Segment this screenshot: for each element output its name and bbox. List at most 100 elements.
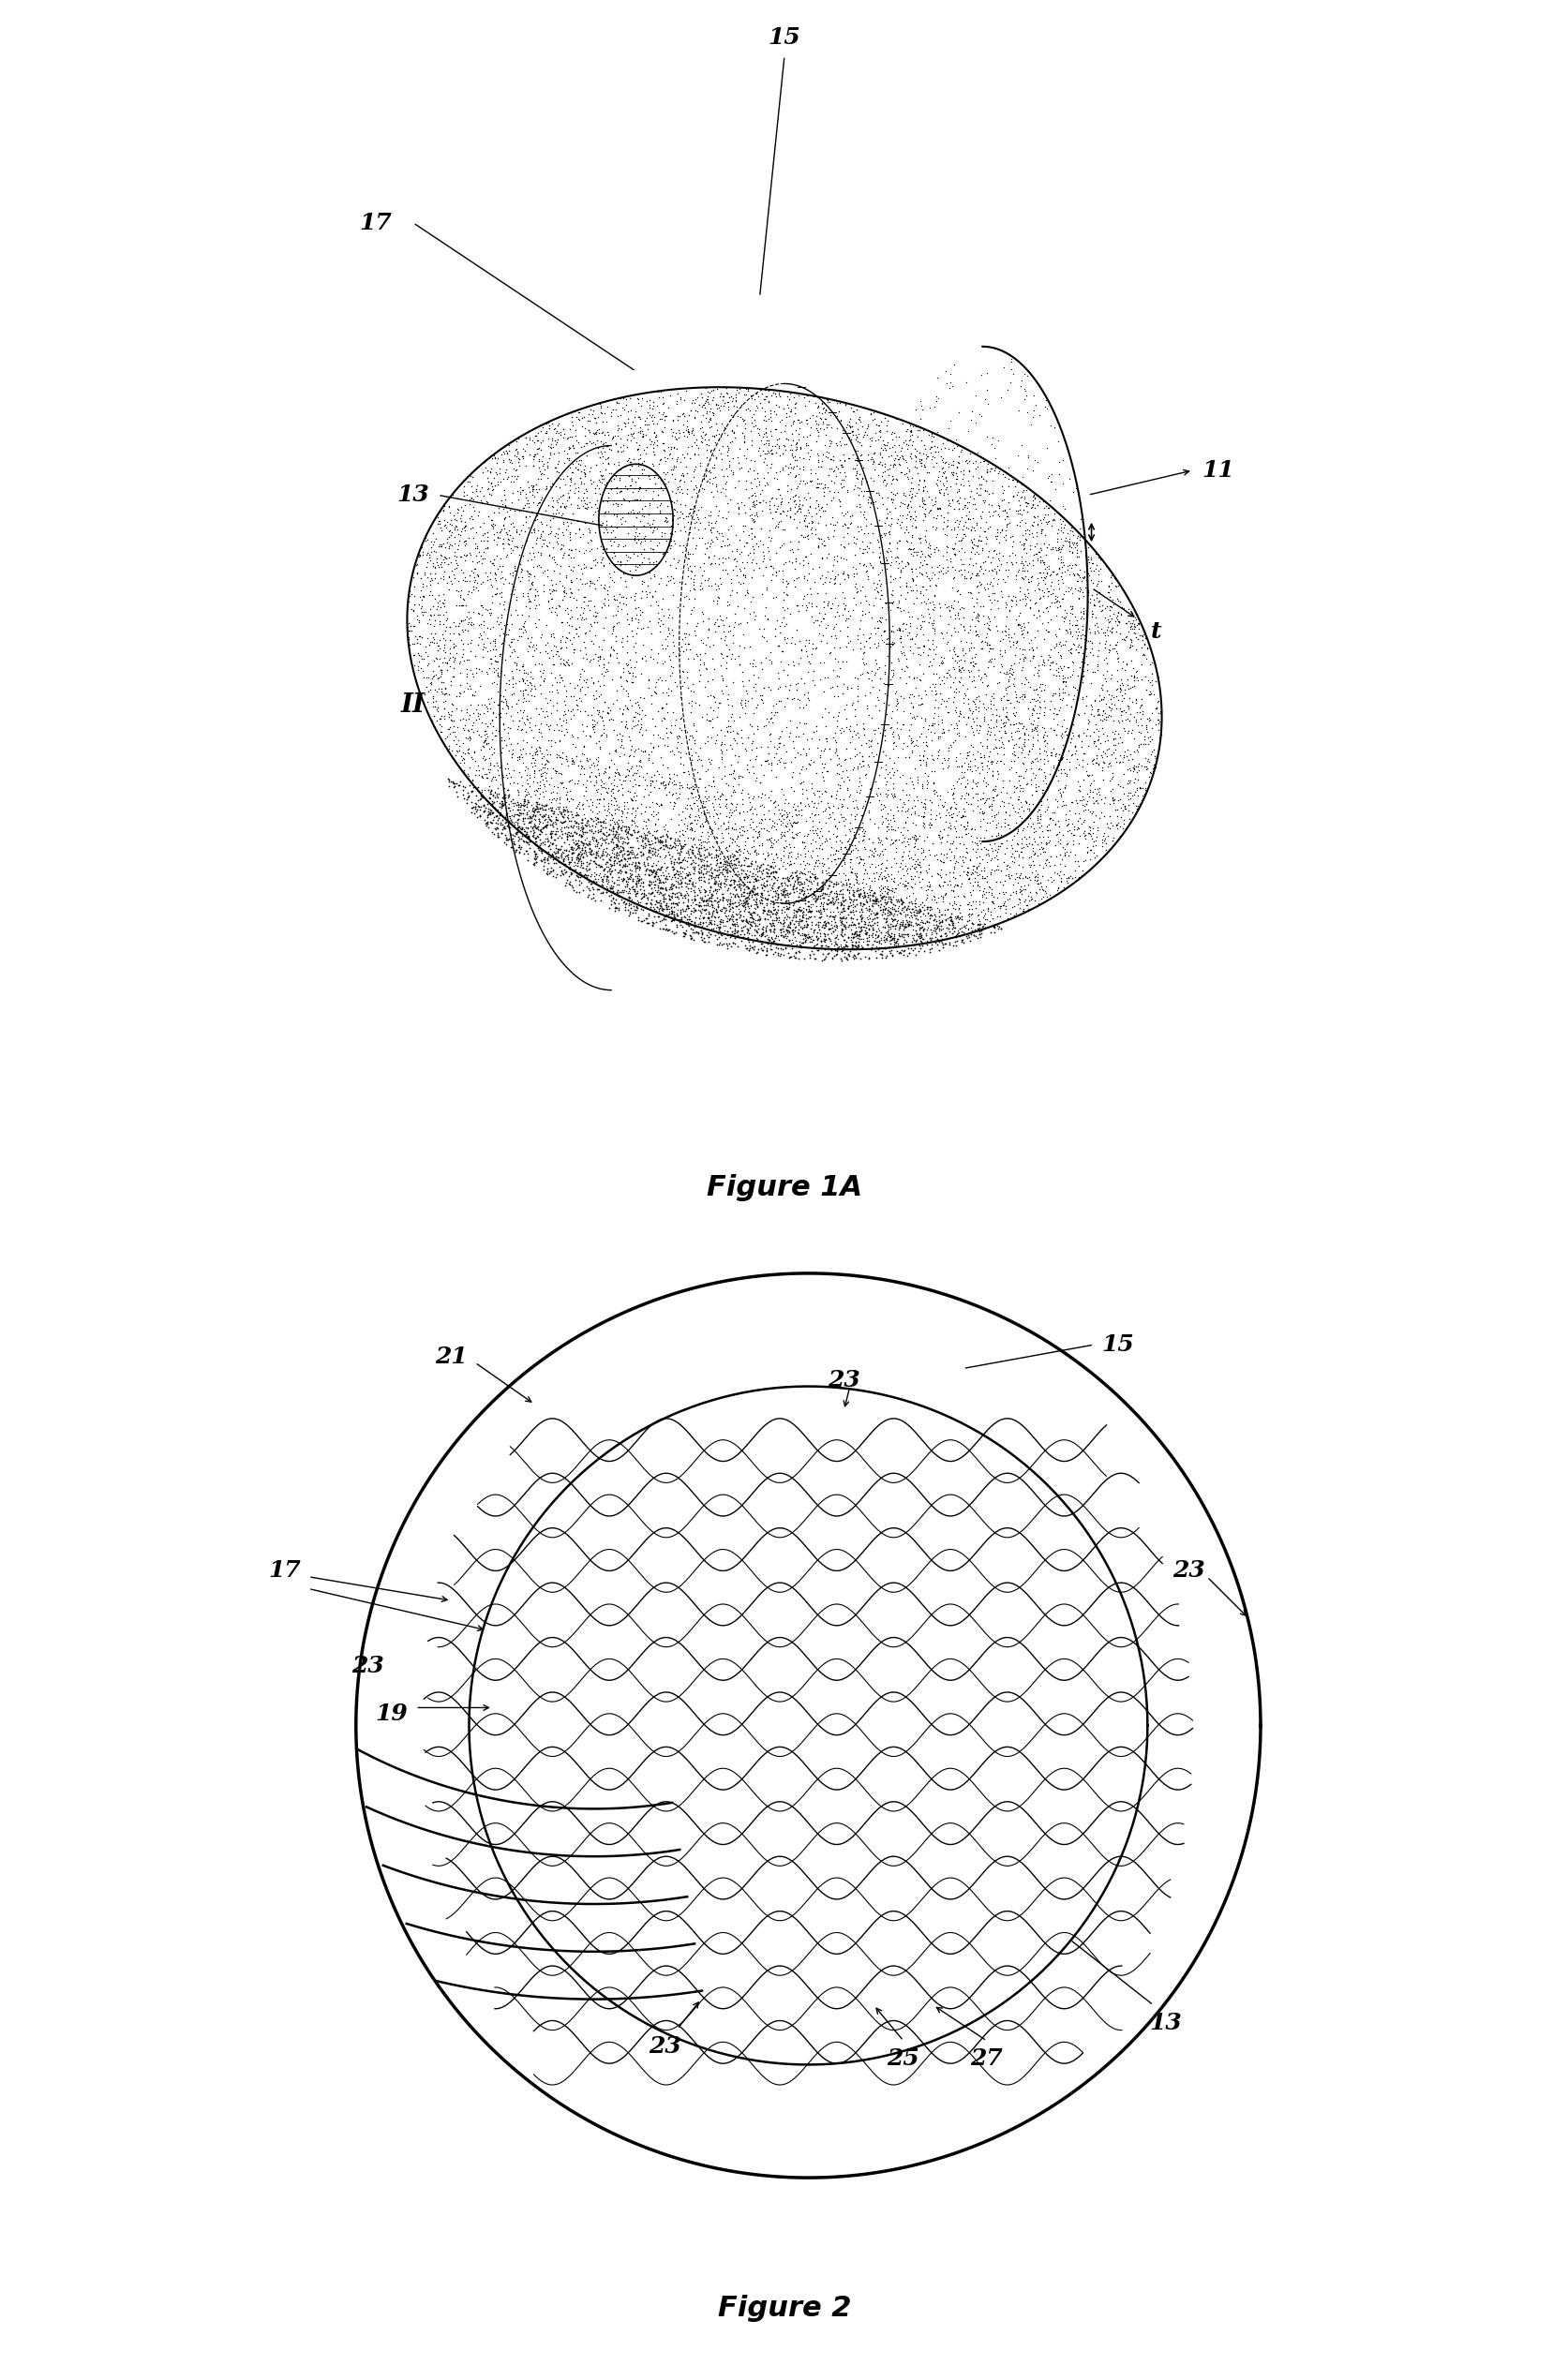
Point [831,928,856,966]
Point [942,900,967,938]
Point [1062,607,1087,645]
Point [420,531,445,569]
Point [582,602,607,640]
Point [947,804,972,843]
Point [778,393,803,431]
Point [499,624,524,662]
Point [624,704,649,743]
Point [593,873,618,912]
Point [426,628,452,666]
Point [405,555,430,593]
Point [616,871,641,909]
Point [782,486,808,524]
Point [878,914,903,952]
Point [696,881,721,919]
Point [828,900,853,938]
Point [856,800,881,838]
Point [670,455,695,493]
Point [988,743,1013,781]
Point [883,904,908,942]
Point [872,428,897,466]
Point [419,664,444,702]
Point [425,583,450,621]
Point [602,778,627,816]
Point [715,928,740,966]
Point [842,888,867,926]
Point [930,474,955,512]
Point [690,459,715,497]
Point [648,559,673,597]
Point [1040,750,1065,788]
Point [685,821,710,859]
Point [806,778,831,816]
Point [533,816,558,854]
Point [1004,704,1029,743]
Point [1044,854,1069,892]
Point [1036,800,1062,838]
Point [911,731,936,769]
Point [1010,707,1035,745]
Point [558,531,583,569]
Point [491,676,516,714]
Point [566,402,591,440]
Point [506,702,532,740]
Point [452,581,477,619]
Point [750,931,775,969]
Point [478,631,503,669]
Point [1121,697,1146,735]
Point [564,502,590,540]
Point [544,595,569,633]
Point [1104,790,1129,828]
Point [527,459,552,497]
Point [563,823,588,862]
Point [530,762,555,800]
Point [543,571,568,609]
Point [916,919,941,957]
Point [950,650,975,688]
Point [1030,719,1055,757]
Point [793,859,818,897]
Point [960,850,985,888]
Point [688,740,713,778]
Point [401,593,426,631]
Point [833,926,858,964]
Point [610,845,635,883]
Point [867,935,892,973]
Point [557,843,582,881]
Point [604,497,629,536]
Point [406,538,431,576]
Point [554,790,579,828]
Point [684,712,709,750]
Point [891,821,916,859]
Point [1105,602,1131,640]
Point [522,590,547,628]
Point [931,862,956,900]
Point [1024,676,1049,714]
Point [969,871,994,909]
Point [431,676,456,714]
Point [909,685,935,724]
Point [547,809,572,847]
Point [1038,531,1063,569]
Point [826,628,851,666]
Point [503,814,528,852]
Point [649,876,674,914]
Point [596,790,621,828]
Point [1068,657,1093,695]
Point [571,514,596,552]
Point [822,800,847,838]
Point [721,866,746,904]
Point [679,833,704,871]
Point [453,690,478,728]
Point [781,405,806,443]
Point [607,602,632,640]
Point [1051,869,1076,907]
Point [552,685,577,724]
Point [622,588,648,626]
Point [952,909,977,947]
Point [654,847,679,885]
Point [1011,752,1036,790]
Point [1029,774,1054,812]
Point [481,774,506,812]
Point [499,676,524,714]
